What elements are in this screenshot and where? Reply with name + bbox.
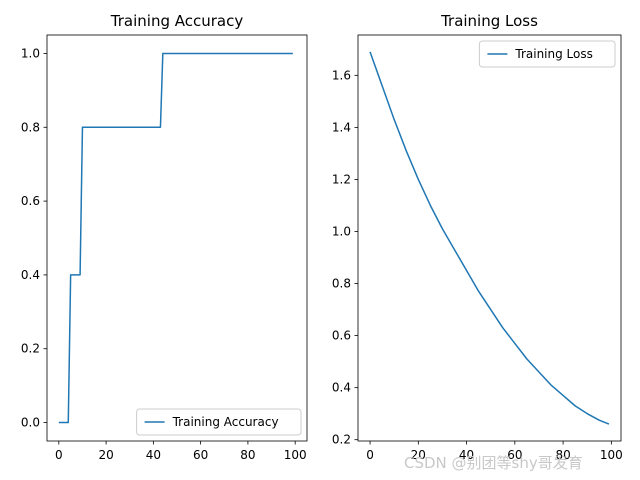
legend-box — [478, 40, 616, 68]
axes-frame — [357, 34, 622, 442]
y-tick-label: 0.2 — [21, 342, 40, 356]
x-tick-label: 0 — [366, 448, 374, 462]
x-tick-label: 100 — [284, 448, 307, 462]
x-tick-label: 40 — [146, 448, 161, 462]
y-tick-label: 1.0 — [332, 224, 351, 238]
chart-title: Training Loss — [440, 12, 538, 30]
watermark: CSDN @别团等shy哥发育 — [404, 454, 583, 472]
legend-box — [136, 408, 302, 436]
y-tick-label: 1.0 — [21, 46, 40, 60]
series-line — [58, 52, 293, 424]
x-tick-label: 20 — [411, 448, 426, 462]
x-tick-label: 80 — [240, 448, 255, 462]
x-tick-label: 60 — [507, 448, 522, 462]
y-tick-label: 1.6 — [332, 68, 351, 82]
x-tick-label: 100 — [600, 448, 623, 462]
y-tick-label: 0.4 — [21, 268, 40, 282]
y-tick-label: 1.2 — [332, 172, 351, 186]
legend-label: Training Accuracy — [172, 415, 279, 429]
y-tick-label: 0.8 — [21, 120, 40, 134]
y-tick-label: 0.2 — [332, 433, 351, 447]
y-tick-label: 1.4 — [332, 120, 351, 134]
x-tick-label: 0 — [55, 448, 63, 462]
chart-title: Training Accuracy — [110, 12, 244, 30]
loss-chart: Training Loss 0 20 40 60 80 100 0.2 0.4 0.6 0.8 1.0… — [332, 12, 623, 462]
x-tick-label: 80 — [555, 448, 570, 462]
accuracy-chart: Training Accuracy 0 20 40 60 80 100 0.0 0.2 0.4 0.… — [21, 12, 308, 462]
x-tick-label: 40 — [459, 448, 474, 462]
y-tick-label: 0.6 — [332, 329, 351, 343]
y-tick-label: 0.4 — [332, 381, 351, 395]
y-tick-label: 0.0 — [21, 416, 40, 430]
y-tick-label: 0.6 — [21, 194, 40, 208]
legend: Training Loss — [478, 40, 616, 68]
series-line — [369, 51, 610, 425]
y-tick-label: 0.8 — [332, 277, 351, 291]
axes-frame — [46, 34, 308, 442]
x-tick-label: 60 — [193, 448, 208, 462]
legend-label: Training Loss — [514, 47, 592, 61]
legend: Training Accuracy — [136, 408, 302, 436]
x-tick-label: 20 — [98, 448, 113, 462]
